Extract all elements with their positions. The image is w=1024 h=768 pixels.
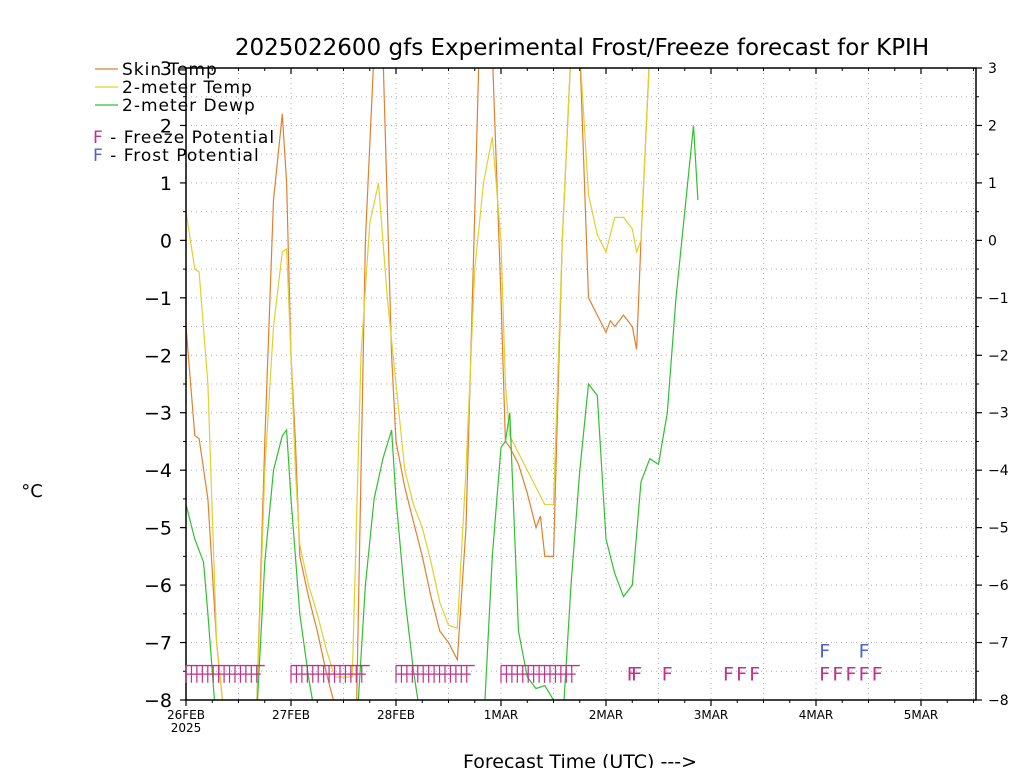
x-tick-label: 27FEB (272, 708, 310, 722)
y-tick-label-left: −8 (144, 690, 172, 712)
freeze-marker: F (846, 663, 857, 685)
y-tick-label-left: −6 (144, 575, 172, 597)
freeze-frost-markers: FF F F F F F F F F FF F (185, 640, 883, 685)
freeze-marker: F (859, 663, 870, 685)
x-tick-label: 5MAR (904, 708, 939, 722)
axes: −8 −8 −7 −7 −6 −6 −5 −5 −4 −4 −3 −3 −2 −2 −1 −1 0 0 1 1 2 2 3 3… (144, 58, 1009, 735)
y-tick-label-right: 3 (988, 61, 997, 77)
y-tick-label-left: 1 (160, 173, 172, 195)
y-tick-label-right: 0 (988, 233, 997, 249)
x-axis-label: Forecast Time (UTC) ---> (463, 751, 697, 768)
freeze-marker: F (662, 663, 673, 685)
freeze-marker: F (631, 663, 642, 685)
y-tick-label-right: 1 (988, 176, 997, 192)
y-tick-label-left: −3 (144, 403, 172, 425)
y-tick-label-left: 3 (160, 58, 172, 80)
y-tick-label-right: −6 (988, 578, 1009, 594)
x-tick-label: 4MAR (799, 708, 834, 722)
frost-marker: F (859, 640, 870, 662)
series-line-2-meter-dewp (186, 125, 699, 700)
y-axis-label: °C (21, 481, 43, 502)
freeze-marker: F (723, 663, 734, 685)
x-tick-label: 28FEB (377, 708, 415, 722)
legend-marker-label: F - Frost Potential (93, 146, 260, 166)
y-tick-label-right: −5 (988, 521, 1009, 537)
x-tick-sublabel: 2025 (171, 721, 202, 735)
x-tick-label: 3MAR (694, 708, 729, 722)
freeze-marker: F (819, 663, 830, 685)
x-tick-label: 1MAR (484, 708, 519, 722)
frost-marker: F (819, 640, 830, 662)
y-tick-label-left: −5 (144, 518, 172, 540)
series-line-2-meter-temp (186, 68, 650, 700)
legend-marker-label: F - Freeze Potential (93, 128, 275, 148)
legend-label: 2-meter Temp (122, 78, 253, 98)
grid (186, 68, 976, 700)
y-tick-label-right: −3 (988, 406, 1009, 422)
y-tick-label-left: −7 (144, 633, 172, 655)
y-tick-label-left: 0 (160, 230, 172, 252)
freeze-marker: F (736, 663, 747, 685)
y-tick-label-left: 2 (160, 115, 172, 137)
y-tick-label-right: −8 (988, 693, 1009, 709)
y-tick-label-left: −1 (144, 288, 172, 310)
y-tick-label-right: −7 (988, 636, 1009, 652)
x-tick-label: 2MAR (589, 708, 624, 722)
y-tick-label-right: −4 (988, 463, 1009, 479)
freeze-marker: F (627, 663, 638, 685)
freeze-marker: F (832, 663, 843, 685)
freeze-marker: F (872, 663, 883, 685)
y-tick-label-right: 2 (988, 118, 997, 134)
legend-label: Skin Temp (122, 60, 218, 80)
y-tick-label-right: −1 (988, 291, 1009, 307)
y-tick-label-left: −4 (144, 460, 172, 482)
series-line-skin-temp (186, 68, 650, 700)
legend-label: 2-meter Dewp (122, 96, 256, 116)
y-tick-label-left: −2 (144, 345, 172, 367)
y-tick-label-right: −2 (988, 348, 1009, 364)
x-tick-label: 26FEB (167, 708, 205, 722)
freeze-marker: F (749, 663, 760, 685)
series-lines (186, 68, 699, 700)
chart-title: 2025022600 gfs Experimental Frost/Freeze… (235, 35, 929, 61)
